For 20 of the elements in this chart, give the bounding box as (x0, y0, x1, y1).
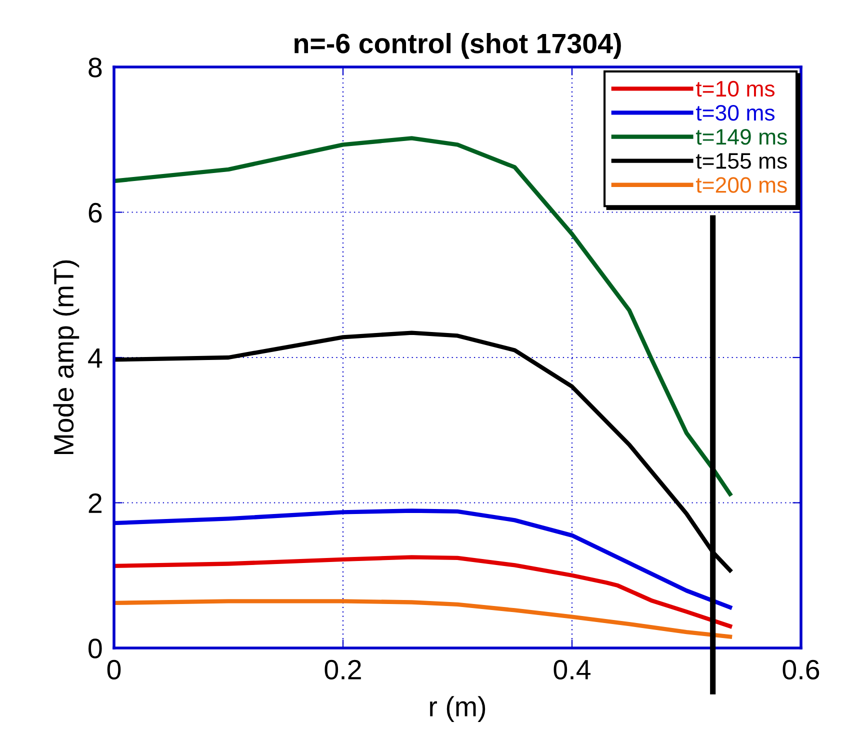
line-series (114, 508, 732, 610)
line-series (114, 599, 732, 639)
y-tick-label: 6 (88, 202, 102, 223)
legend-label: t=30 ms (696, 104, 775, 121)
x-tick-label: 0.2 (324, 660, 361, 680)
line-series (114, 555, 732, 628)
legend-label: t=10 ms (696, 80, 775, 97)
y-axis-title: Mode amp (mT) (53, 260, 80, 454)
y-tick-label: 2 (88, 493, 102, 513)
x-tick-label: 0.6 (782, 660, 820, 680)
legend-label: t=200 ms (696, 177, 787, 193)
legend-label: t=155 ms (696, 153, 787, 169)
x-tick-label: 0 (107, 660, 121, 680)
x-tick-label: 0.4 (554, 660, 590, 680)
x-axis-title: r (m) (430, 696, 486, 722)
legend-label: t=149 ms (696, 129, 787, 145)
y-tick-label: 0 (88, 638, 102, 658)
y-tick-label: 4 (88, 348, 102, 368)
y-tick-label: 8 (88, 58, 102, 78)
chart-title: n=-6 control (shot 17304) (294, 32, 621, 59)
